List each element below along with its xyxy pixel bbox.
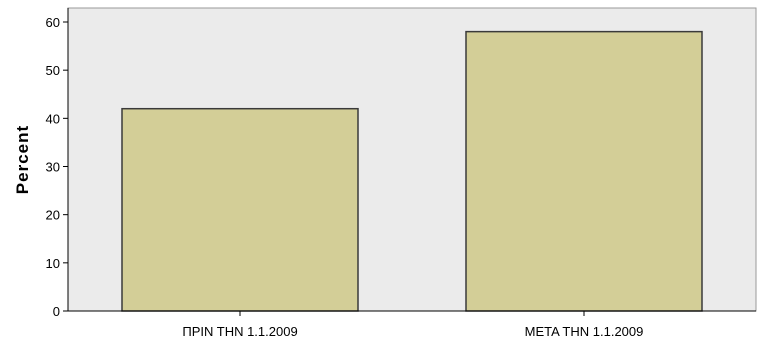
- bar-1: [465, 30, 703, 312]
- bar-0: [121, 107, 359, 312]
- y-tick-label-1: 10: [46, 256, 60, 271]
- y-tick-label-2: 20: [46, 208, 60, 223]
- y-axis-title: Percent: [13, 125, 32, 194]
- x-axis-ticks: ΠΡΙΝ ΤΗΝ 1.1.2009 ΜΕΤΑ ΤΗΝ 1.1.2009: [182, 311, 643, 339]
- y-tick-label-3: 30: [46, 160, 60, 175]
- x-category-label-1: ΜΕΤΑ ΤΗΝ 1.1.2009: [525, 324, 644, 339]
- bars-layer: [121, 30, 703, 312]
- y-tick-label-4: 40: [46, 111, 60, 126]
- y-axis-ticks: 0 10 20 30 40 50 60: [46, 15, 68, 319]
- y-tick-label-6: 60: [46, 15, 60, 30]
- y-tick-label-5: 50: [46, 63, 60, 78]
- x-category-label-0: ΠΡΙΝ ΤΗΝ 1.1.2009: [182, 324, 297, 339]
- y-tick-label-0: 0: [53, 304, 60, 319]
